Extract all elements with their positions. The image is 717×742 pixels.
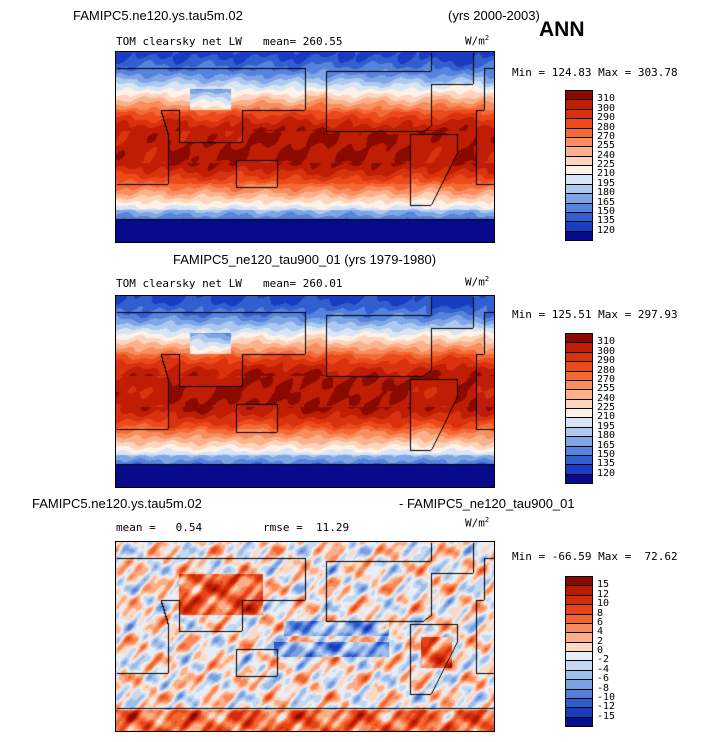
panel2-units: W/m2 — [465, 275, 490, 289]
panel1-field — [116, 52, 494, 242]
colorbar-tick-label: 195 — [597, 177, 616, 189]
colorbar-tick-label: 280 — [597, 121, 616, 133]
colorbar-tick-label: 240 — [597, 392, 616, 404]
colorbar-tick-label: 310 — [597, 336, 616, 348]
panel1-variable: TOM clearsky net LW — [116, 35, 242, 48]
colorbar-tick-label: -15 — [597, 710, 616, 722]
colorbar-tick-label: 225 — [597, 159, 616, 170]
colorbar-tick-label: 210 — [597, 168, 616, 180]
colorbar-tick-label: 135 — [597, 215, 616, 227]
colorbar-tick-label: 4 — [597, 626, 604, 638]
colorbar-tick-label: 210 — [597, 411, 616, 423]
panel1-minmax: Min = 124.83 Max = 303.78 — [512, 66, 678, 79]
colorbar-tick-label: 165 — [597, 439, 616, 451]
colorbar-tick-label: 195 — [597, 420, 616, 432]
case-b-title: FAMIPC5_ne120_tau900_01 (yrs 1979-1980) — [173, 252, 437, 267]
colorbar-swatch — [565, 716, 593, 727]
colorbar-tick-label: 270 — [597, 130, 616, 142]
case-a-title: FAMIPC5.ne120.ys.tau5m.02 — [73, 8, 243, 23]
panel2-mean: mean= 260.01 — [263, 277, 343, 290]
colorbar-tick-label: 150 — [597, 205, 616, 217]
panel2-minmax: Min = 125.51 Max = 297.93 — [512, 308, 678, 321]
colorbar-tick-label: 0 — [597, 645, 604, 656]
colorbar-tick-label: 310 — [597, 93, 616, 105]
panel1-units: W/m2 — [465, 34, 490, 48]
colorbar-tick-label: 2 — [597, 635, 604, 647]
panel3-minmax: Min = -66.59 Max = 72.62 — [512, 550, 678, 563]
colorbar-tick-label: 290 — [597, 355, 616, 367]
colorbar-tick-label: -2 — [597, 654, 610, 666]
colorbar-tick-label: 135 — [597, 458, 616, 470]
colorbar-tick-label: 120 — [597, 467, 616, 479]
panel3-field — [116, 542, 494, 731]
panel3-units: W/m2 — [465, 516, 490, 530]
panel2-field — [116, 296, 494, 487]
colorbar-swatch — [565, 473, 593, 484]
colorbar-tick-label: 240 — [597, 149, 616, 161]
colorbar-tick-label: 8 — [597, 607, 604, 619]
colorbar-tick-label: -4 — [597, 663, 610, 675]
season-label: ANN — [539, 18, 585, 41]
colorbar-tick-label: 290 — [597, 112, 616, 124]
colorbar-tick-label: 270 — [597, 373, 616, 385]
colorbar-tick-label: 280 — [597, 364, 616, 376]
colorbar-tick-label: 10 — [597, 598, 610, 610]
colorbar-tick-label: 180 — [597, 187, 616, 199]
colorbar-tick-label: -12 — [597, 701, 616, 713]
colorbar-tick-label: 255 — [597, 140, 616, 152]
colorbar-tick-label: -6 — [597, 673, 610, 685]
colorbar-tick-label: 165 — [597, 196, 616, 208]
colorbar-tick-label: 300 — [597, 345, 616, 357]
colorbar-tick-label: 255 — [597, 383, 616, 395]
colorbar-tick-label: 120 — [597, 224, 616, 236]
colorbar-tick-label: -10 — [597, 691, 616, 703]
colorbar-tick-label: 15 — [597, 579, 610, 591]
colorbar-tick-label: 6 — [597, 616, 604, 628]
colorbar-tick-label: 225 — [597, 402, 616, 413]
colorbar-tick-label: -8 — [597, 682, 610, 694]
panel2-variable: TOM clearsky net LW — [116, 277, 242, 290]
colorbar-tick-label: 12 — [597, 588, 610, 600]
panel1-map — [115, 51, 495, 243]
years-a-label: (yrs 2000-2003) — [448, 8, 540, 23]
panel1-mean: mean= 260.55 — [263, 35, 343, 48]
panel3-map — [115, 541, 495, 732]
panel3-rmse: rmse = 11.29 — [263, 521, 350, 534]
colorbar-tick-label: 150 — [597, 448, 616, 460]
panel3-mean: mean = 0.54 — [116, 521, 203, 534]
diff-left-title: FAMIPC5.ne120.ys.tau5m.02 — [32, 496, 202, 511]
diff-right-title: - FAMIPC5_ne120_tau900_01 — [399, 496, 575, 511]
colorbar-tick-label: 300 — [597, 102, 616, 114]
colorbar-tick-label: 180 — [597, 430, 616, 442]
colorbar-swatch — [565, 230, 593, 241]
panel2-map — [115, 295, 495, 488]
